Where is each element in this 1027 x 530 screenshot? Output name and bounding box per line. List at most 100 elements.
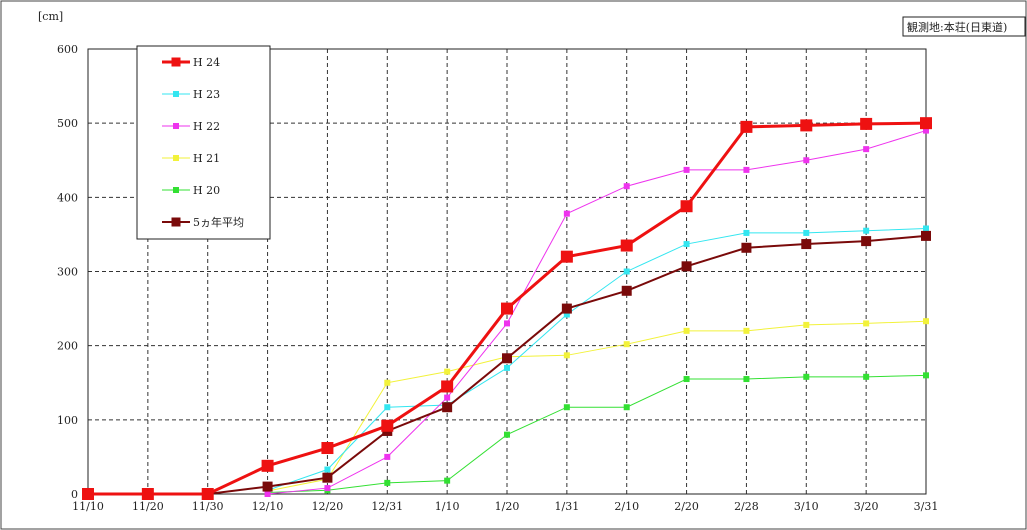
x-tick-label: 3/10: [794, 500, 819, 513]
data-point: [680, 200, 693, 213]
legend-label: H 20: [193, 184, 220, 197]
x-tick-label: 3/31: [914, 500, 939, 513]
data-point: [803, 321, 810, 328]
data-point: [82, 488, 94, 500]
data-point: [261, 459, 274, 472]
series-0: [82, 117, 932, 500]
data-point: [201, 488, 214, 500]
series-line: [267, 374, 927, 494]
legend-item: H 21: [162, 152, 220, 165]
data-point: [620, 239, 633, 252]
data-point: [743, 327, 750, 334]
data-point: [441, 380, 454, 393]
legend: H 24 H 23 H 22 H 21 H 20 5ヵ年平均: [136, 45, 271, 240]
location-box: 観測地:本荘(日東道): [902, 16, 1026, 37]
data-point: [863, 320, 870, 327]
data-point: [322, 472, 333, 483]
data-point: [561, 303, 572, 314]
data-point: [743, 376, 750, 383]
x-tick-label: 1/20: [495, 500, 520, 513]
series-line: [267, 227, 927, 491]
plot-area-frame: [87, 48, 927, 495]
data-point: [262, 481, 273, 492]
data-point: [324, 466, 331, 473]
y-tick-label: 300: [57, 266, 78, 279]
location-box-frame: [902, 16, 1026, 37]
data-point: [803, 229, 810, 236]
data-point: [923, 127, 929, 134]
data-point: [683, 327, 690, 334]
data-point: [623, 404, 630, 411]
data-point: [560, 250, 573, 263]
data-point: [863, 227, 870, 234]
legend-marker: [173, 91, 179, 97]
legend-item: H 23: [162, 88, 220, 101]
x-tick-label: 2/28: [734, 500, 759, 513]
x-axis-ticks: 11/10 11/20 11/30 12/10 12/20 12/31 1/10 1/20 1/…: [72, 500, 938, 513]
legend-label: H 22: [193, 120, 220, 133]
data-point: [444, 394, 451, 401]
data-point: [502, 353, 512, 364]
x-tick-label: 2/10: [614, 500, 639, 513]
y-tick-label: 400: [57, 191, 78, 204]
data-point: [623, 183, 630, 190]
data-point: [920, 117, 932, 130]
data-point: [741, 242, 752, 253]
legend-frame: [136, 45, 271, 240]
data-point: [743, 229, 750, 236]
data-point: [803, 157, 810, 164]
x-tick-label: 11/10: [72, 500, 104, 513]
data-point: [504, 431, 510, 438]
legend-item: H 24: [162, 56, 220, 69]
data-point: [563, 210, 570, 217]
x-tick-label: 12/10: [252, 500, 284, 513]
data-point: [923, 372, 929, 379]
series-line: [267, 130, 927, 495]
data-point: [923, 225, 929, 232]
data-point: [743, 166, 750, 173]
x-tick-label: 3/20: [854, 500, 879, 513]
data-point: [623, 341, 630, 348]
legend-item: H 20: [162, 184, 220, 197]
data-point: [384, 379, 391, 386]
data-point: [321, 442, 334, 455]
x-tick-label: 12/20: [312, 500, 344, 513]
data-point: [563, 311, 570, 318]
data-point: [683, 166, 690, 173]
data-point: [860, 117, 873, 130]
data-point: [264, 491, 271, 497]
x-tick-label: 1/31: [555, 500, 580, 513]
data-point: [800, 119, 813, 132]
legend-label: 5ヵ年平均: [193, 215, 244, 229]
data-point: [444, 368, 451, 375]
data-point: [921, 230, 931, 241]
legend-item: H 22: [162, 120, 220, 133]
data-point: [621, 285, 632, 296]
legend-marker: [171, 57, 181, 67]
data-point: [923, 318, 929, 325]
data-point: [740, 120, 753, 133]
y-tick-label: 200: [57, 340, 78, 353]
legend-item: 5ヵ年平均: [162, 215, 244, 229]
series-line: [267, 320, 927, 492]
data-point: [381, 419, 394, 432]
legend-marker: [173, 187, 179, 193]
y-tick-label: 600: [57, 43, 78, 56]
x-tick-label: 1/10: [435, 500, 460, 513]
data-point: [444, 477, 451, 484]
data-point: [863, 373, 870, 380]
data-point: [563, 352, 570, 359]
legend-marker: [173, 123, 179, 129]
data-point: [504, 320, 510, 327]
data-point: [324, 485, 331, 492]
legend-label: H 21: [193, 152, 220, 165]
y-tick-label: 0: [71, 488, 78, 501]
data-point: [863, 146, 870, 153]
data-point: [681, 261, 692, 272]
legend-marker: [171, 217, 181, 227]
data-point: [563, 404, 570, 411]
data-point: [683, 376, 690, 383]
y-tick-label: 100: [57, 414, 78, 427]
